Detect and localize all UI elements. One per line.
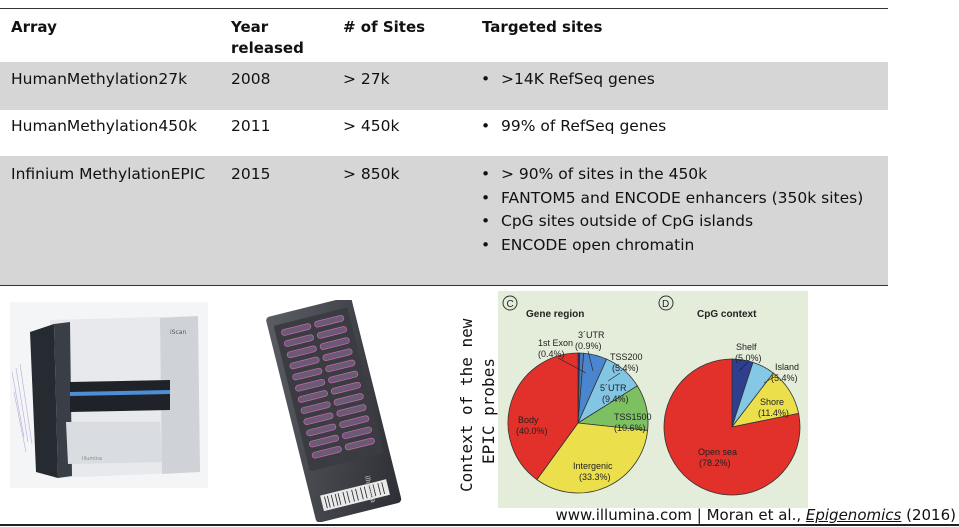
beadchip-sample-stripe [336, 404, 367, 417]
value-shore: (11.4%) [758, 408, 789, 418]
pie-slice-body [507, 352, 579, 481]
beadchip-sample-rows [281, 315, 375, 459]
footer-rule [0, 524, 959, 526]
scanner-model: Illumina [82, 456, 102, 462]
cell-year: 2015 [231, 165, 271, 183]
side-label-line2: EPIC probes [479, 358, 498, 464]
panel-c-letter: C [507, 299, 514, 310]
beadchip-sample-stripe [306, 423, 337, 437]
label-intergenic: Intergenic [573, 461, 613, 471]
label-tss1500: TSS1500 [614, 412, 652, 422]
value-island: (5.4%) [771, 373, 798, 383]
beadchip-sample-stripe [322, 348, 353, 361]
label-shelf: Shelf [736, 342, 757, 352]
label-island: Island [775, 362, 799, 372]
list-item: ENCODE open chromatin [478, 234, 863, 258]
value-tss200: (5.4%) [612, 363, 639, 373]
value-body: (40.0%) [516, 426, 548, 436]
beadchip-sample-stripe [292, 367, 323, 381]
panel-d-letter: D [662, 299, 669, 310]
label-5utr: 5´UTR [600, 383, 627, 393]
label-shore: Shore [760, 397, 784, 407]
cell-targeted: 99% of RefSeq genes [478, 115, 666, 139]
side-label-line1: Context of the new [457, 318, 476, 492]
scanner-brand: iScan [170, 329, 186, 336]
cell-array: HumanMethylation27k [11, 70, 188, 88]
table-row: HumanMethylation450k 2011 > 450k 99% of … [0, 110, 888, 156]
value-tss1500: (10.6%) [614, 423, 646, 433]
cell-year: 2008 [231, 70, 271, 88]
beadchip-sample-stripe [339, 415, 370, 428]
panel-c-marker [502, 295, 518, 311]
cell-sites: > 27k [343, 70, 390, 88]
beadchip-sample-stripe [303, 412, 334, 426]
list-item: CpG sites outside of CpG islands [478, 210, 863, 234]
list-item: > 90% of sites in the 450k [478, 163, 863, 187]
panel-d-title: CpG context [697, 309, 757, 320]
beadchip-sample-stripe [300, 401, 331, 414]
beadchip-sample-stripe [297, 390, 328, 403]
pie-slice-open-sea [663, 358, 801, 496]
cell-targeted: > 90% of sites in the 450k FANTOM5 and E… [478, 163, 863, 257]
probe-context-figure: C Gene region D CpG context 1st Exon (0.… [498, 291, 808, 508]
value-intergenic: (33.3%) [579, 472, 611, 482]
value-open-sea: (78.2%) [699, 458, 731, 468]
cell-array: Infinium MethylationEPIC [11, 165, 206, 183]
beadchip-sample-stripe [283, 334, 314, 347]
beadchip-image: illumina [266, 300, 402, 522]
beadchip-sample-stripe [333, 393, 364, 406]
beadchip-sample-stripe [286, 345, 317, 359]
beadchip-sample-stripe [344, 437, 375, 451]
cell-sites: > 450k [343, 117, 400, 135]
panel-d-marker [658, 295, 674, 311]
beadchip-sample-stripe [314, 315, 345, 328]
header-array: Array [11, 18, 57, 36]
citation-journal[interactable]: Epigenomics [805, 506, 902, 524]
beadchip-sample-stripe [311, 445, 342, 459]
label-body: Body [518, 415, 539, 425]
table-row: HumanMethylation27k 2008 > 27k >14K RefS… [0, 62, 888, 110]
value-1st-exon: (0.4%) [538, 349, 565, 359]
header-targeted: Targeted sites [482, 18, 603, 36]
header-sites: # of Sites [343, 18, 426, 36]
beadchip-sample-stripe [316, 326, 347, 339]
value-3utr: (0.9%) [575, 341, 602, 351]
value-5utr: (9.4%) [602, 394, 629, 404]
iscan-scanner-image: iScan Illumina [10, 302, 208, 488]
beadchip-sample-stripe [319, 337, 350, 350]
beadchip-sample-stripe [342, 426, 372, 440]
beadchip-sample-stripe [325, 359, 356, 373]
gene-region-pie [507, 352, 649, 494]
beadchip-sample-stripe [281, 323, 312, 336]
table-top-rule [0, 8, 888, 9]
label-open-sea: Open sea [698, 447, 737, 457]
beadchip-sample-stripe [289, 356, 320, 370]
list-item: 99% of RefSeq genes [478, 115, 666, 139]
label-tss200: TSS200 [610, 352, 643, 362]
citation: www.illumina.com | Moran et al., Epigeno… [556, 505, 956, 525]
panel-c-title: Gene region [526, 309, 584, 320]
cell-sites: > 850k [343, 165, 400, 183]
beadchip-sample-stripe [328, 370, 359, 384]
label-1st-exon: 1st Exon [538, 338, 573, 348]
beadchip-sample-stripe [330, 381, 361, 395]
pie-slice-intergenic [536, 422, 649, 494]
cell-array: HumanMethylation450k [11, 117, 197, 135]
header-year: Year released [231, 18, 304, 57]
value-shelf: (5.0%) [735, 353, 762, 363]
beadchip-sample-stripe [295, 379, 326, 392]
citation-year: (2016) [901, 506, 956, 524]
cell-targeted: >14K RefSeq genes [478, 68, 655, 92]
list-item: >14K RefSeq genes [478, 68, 655, 92]
beadchip-sample-stripe [309, 434, 340, 448]
cell-year: 2011 [231, 117, 271, 135]
table-row: Infinium MethylationEPIC 2015 > 850k > 9… [0, 156, 888, 285]
side-label: Context of the new EPIC probes [457, 318, 498, 492]
label-3utr: 3´UTR [578, 330, 605, 340]
list-item: FANTOM5 and ENCODE enhancers (350k sites… [478, 187, 863, 211]
table-bottom-rule [0, 285, 888, 286]
cpg-context-pie [663, 358, 801, 496]
citation-source: www.illumina.com | Moran et al., [555, 506, 806, 524]
